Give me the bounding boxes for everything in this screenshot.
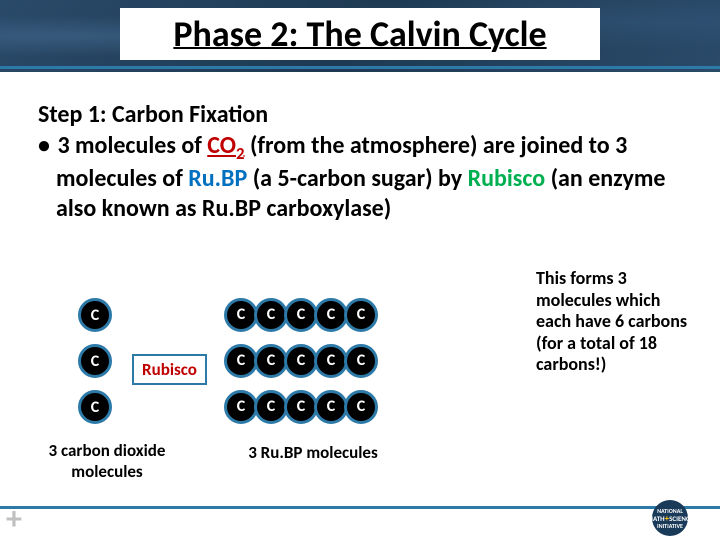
- carbon-circle: C: [78, 390, 112, 424]
- footer-accent-line: [0, 506, 720, 509]
- carbon-circle: C: [78, 298, 112, 332]
- text-part-1: 3 molecules of: [57, 131, 207, 160]
- footer-logo: NATIONAL MATH+SCIENCE INITIATIVE: [630, 498, 710, 538]
- co2-caption: 3 carbon dioxide molecules: [32, 440, 182, 482]
- footer: + NATIONAL MATH+SCIENCE INITIATIVE: [0, 506, 720, 540]
- carbon-circle: C: [314, 344, 348, 378]
- carbon-circle: C: [344, 390, 378, 424]
- logo-text-4: INITIATIVE: [657, 523, 683, 529]
- carbon-circle: C: [284, 390, 318, 424]
- rubp-row: CCCCC: [226, 298, 376, 332]
- carbon-circle: C: [314, 298, 348, 332]
- slide-title: Phase 2: The Calvin Cycle: [120, 8, 600, 60]
- carbon-circle: C: [344, 298, 378, 332]
- rubp-row: CCCCC: [226, 344, 376, 378]
- step-title: Step 1: Carbon Fixation: [38, 100, 682, 129]
- carbon-circle: C: [284, 344, 318, 378]
- carbon-circle: C: [254, 298, 288, 332]
- rubp-row: CCCCC: [226, 390, 376, 424]
- rubisco-box-label: Rubisco: [132, 354, 207, 385]
- co2-term: CO2: [207, 131, 244, 160]
- carbon-circle: C: [284, 298, 318, 332]
- logo-circle: NATIONAL MATH+SCIENCE INITIATIVE: [652, 500, 688, 536]
- text-part-3: (a 5-carbon sugar) by: [247, 164, 467, 193]
- carbon-circle: C: [314, 390, 348, 424]
- bullet-marker: •: [38, 131, 52, 161]
- carbon-circle: C: [224, 298, 258, 332]
- content-area: Step 1: Carbon Fixation • 3 molecules of…: [0, 72, 720, 224]
- carbon-circle: C: [78, 344, 112, 378]
- carbon-circle: C: [224, 344, 258, 378]
- carbon-circle: C: [224, 390, 258, 424]
- co2-column: CCC: [80, 298, 110, 436]
- co2-text: CO: [207, 131, 236, 160]
- rubp-term: Ru.BP: [188, 164, 247, 193]
- carbon-circle: C: [254, 344, 288, 378]
- co2-subscript: 2: [236, 143, 245, 164]
- side-note: This forms 3 molecules which each have 6…: [536, 268, 698, 376]
- rubisco-term: Rubisco: [468, 164, 546, 193]
- carbon-circle: C: [344, 344, 378, 378]
- carbon-circle: C: [254, 390, 288, 424]
- header-background: Phase 2: The Calvin Cycle: [0, 0, 720, 72]
- bullet-text: • 3 molecules of CO2 (from the atmospher…: [38, 131, 682, 224]
- footer-plus-icon: +: [6, 499, 22, 538]
- header-accent-line: [0, 66, 720, 69]
- rubp-rows: CCCCCCCCCCCCCCC: [226, 298, 376, 436]
- rubp-caption: 3 Ru.BP molecules: [228, 442, 398, 463]
